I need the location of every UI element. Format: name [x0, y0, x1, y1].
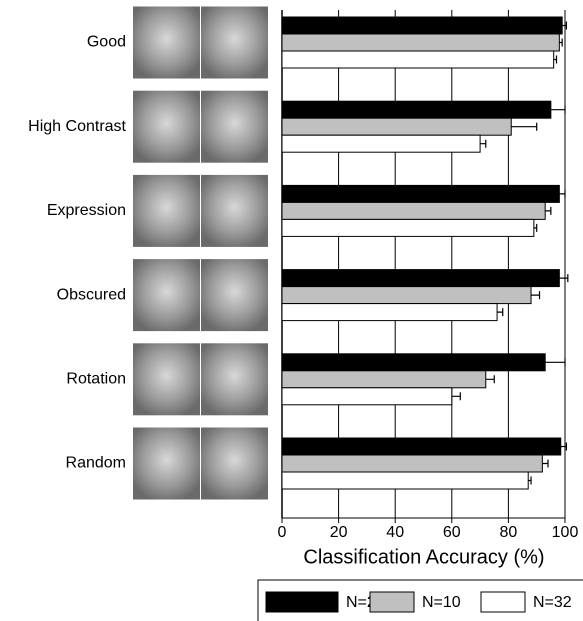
- bar: [282, 185, 559, 202]
- error-bar: [559, 190, 565, 198]
- bar: [282, 101, 551, 118]
- error-bar: [480, 140, 486, 148]
- bar: [282, 34, 559, 51]
- error-bar: [486, 375, 494, 383]
- face-image: [201, 91, 268, 163]
- face-image: [201, 343, 268, 415]
- face-image: [201, 7, 268, 79]
- face-image: [133, 175, 200, 247]
- face-image: [201, 259, 268, 331]
- bar: [282, 388, 452, 405]
- category-label: Random: [66, 455, 126, 472]
- face-image: [201, 175, 268, 247]
- error-bar: [545, 207, 551, 215]
- legend-label: N=32: [533, 594, 572, 611]
- bar: [282, 354, 545, 371]
- page: {"chart_data": { "type": "bar", "orienta…: [0, 0, 583, 621]
- legend-swatch: [266, 592, 338, 612]
- error-bar: [561, 443, 567, 451]
- category-label: Expression: [47, 202, 126, 219]
- error-bar: [559, 274, 567, 282]
- x-tick-label: 80: [500, 524, 518, 541]
- face-image: [133, 7, 200, 79]
- error-bar: [545, 358, 565, 366]
- error-bar: [511, 123, 536, 131]
- x-tick-label: 20: [330, 524, 348, 541]
- bar: [282, 287, 531, 304]
- face-image: [133, 343, 200, 415]
- face-image: [201, 428, 268, 500]
- legend-swatch: [481, 592, 525, 612]
- error-bar: [542, 460, 548, 468]
- bar: [282, 219, 534, 236]
- bar: [282, 371, 486, 388]
- category-label: Good: [87, 34, 126, 51]
- legend-swatch: [370, 592, 414, 612]
- error-bar: [497, 308, 503, 316]
- x-tick-label: 100: [552, 524, 579, 541]
- x-tick-label: 60: [443, 524, 461, 541]
- bar: [282, 118, 511, 135]
- bar: [282, 472, 528, 489]
- face-image: [133, 91, 200, 163]
- legend-label: N=10: [422, 594, 461, 611]
- error-bar: [551, 106, 565, 114]
- bar: [282, 270, 559, 287]
- bar: [282, 455, 542, 472]
- category-label: Rotation: [66, 371, 126, 388]
- error-bar: [562, 22, 566, 30]
- bar: [282, 438, 561, 455]
- chart: Classification Accuracy (%) 0 20 40 60 80 100…: [0, 0, 583, 621]
- x-tick-label: 0: [278, 524, 287, 541]
- error-bar: [531, 291, 539, 299]
- x-tick-label: 40: [386, 524, 404, 541]
- x-axis-label: Classification Accuracy (%): [303, 546, 544, 568]
- face-image: [133, 428, 200, 500]
- bar: [282, 135, 480, 152]
- bar: [282, 17, 562, 34]
- error-bar: [452, 392, 460, 400]
- bar: [282, 304, 497, 321]
- category-label: Obscured: [57, 286, 126, 303]
- face-image: [133, 259, 200, 331]
- bar: [282, 51, 554, 68]
- bar: [282, 202, 545, 219]
- category-label: High Contrast: [28, 118, 126, 135]
